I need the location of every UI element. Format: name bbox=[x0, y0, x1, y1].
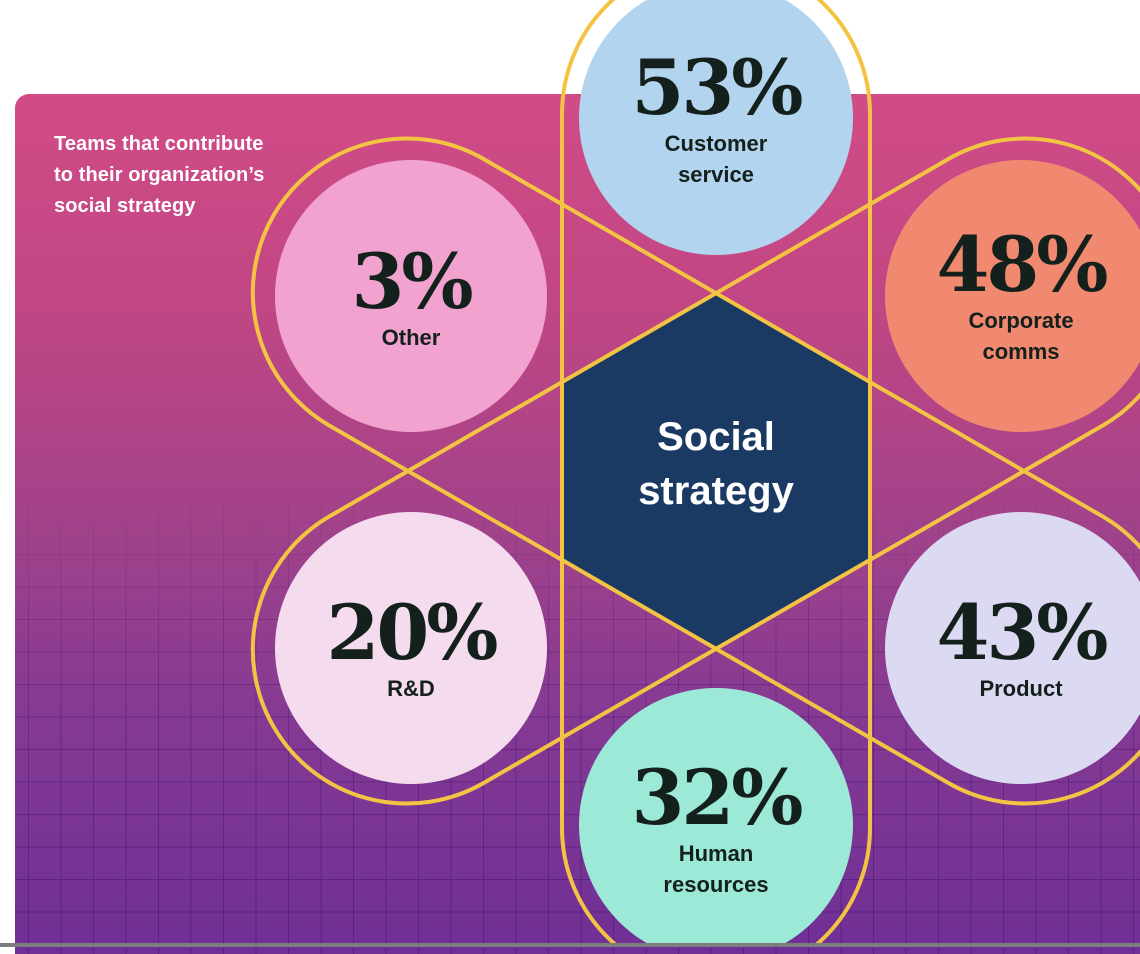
stat-rnd: 20% R&D bbox=[274, 593, 548, 704]
stat-label-line2: service bbox=[678, 162, 754, 187]
stat-other: 3% Other bbox=[274, 242, 548, 353]
stat-label-line1: Corporate bbox=[968, 308, 1074, 333]
stat-label-line1: Human bbox=[678, 841, 754, 866]
circle-product bbox=[885, 512, 1140, 784]
stat-value: 53% bbox=[631, 43, 804, 132]
chart-caption: Teams that contribute to their organizat… bbox=[54, 133, 265, 217]
stat-customer-service: 53% Customer service bbox=[579, 48, 853, 190]
circle-rnd bbox=[275, 512, 547, 784]
stat-label-line1: R&D bbox=[387, 676, 435, 701]
stat-value: 48% bbox=[936, 220, 1109, 309]
stat-value: 43% bbox=[936, 588, 1109, 677]
center-label-line2: strategy bbox=[638, 469, 794, 513]
stat-label-line1: Customer bbox=[664, 131, 768, 156]
capsule-diagonal-a bbox=[250, 136, 1140, 806]
circle-other bbox=[275, 160, 547, 432]
circle-corporate-comms bbox=[885, 160, 1140, 432]
circle-human-resources bbox=[579, 688, 853, 947]
stat-label-line2: resources bbox=[663, 872, 769, 897]
stat-human-resources: 32% Human resources bbox=[579, 758, 853, 900]
center-label-line1: Social bbox=[657, 415, 775, 459]
stat-label-line1: Other bbox=[381, 325, 441, 350]
capsule-vertical bbox=[560, 0, 872, 947]
circle-customer-service bbox=[579, 0, 853, 255]
stat-value: 20% bbox=[326, 588, 499, 677]
center-hexagon bbox=[563, 294, 869, 648]
stat-product: 43% Product bbox=[884, 593, 1140, 704]
stat-value: 3% bbox=[351, 237, 473, 326]
bottom-edge bbox=[0, 943, 1140, 947]
stat-label-line2: comms bbox=[982, 339, 1060, 364]
center-label: Social strategy bbox=[566, 410, 866, 518]
stat-label-line1: Product bbox=[979, 676, 1063, 701]
stat-value: 32% bbox=[631, 753, 804, 842]
capsule-diagonal-b bbox=[250, 136, 1140, 806]
stat-corporate-comms: 48% Corporate comms bbox=[884, 225, 1140, 367]
